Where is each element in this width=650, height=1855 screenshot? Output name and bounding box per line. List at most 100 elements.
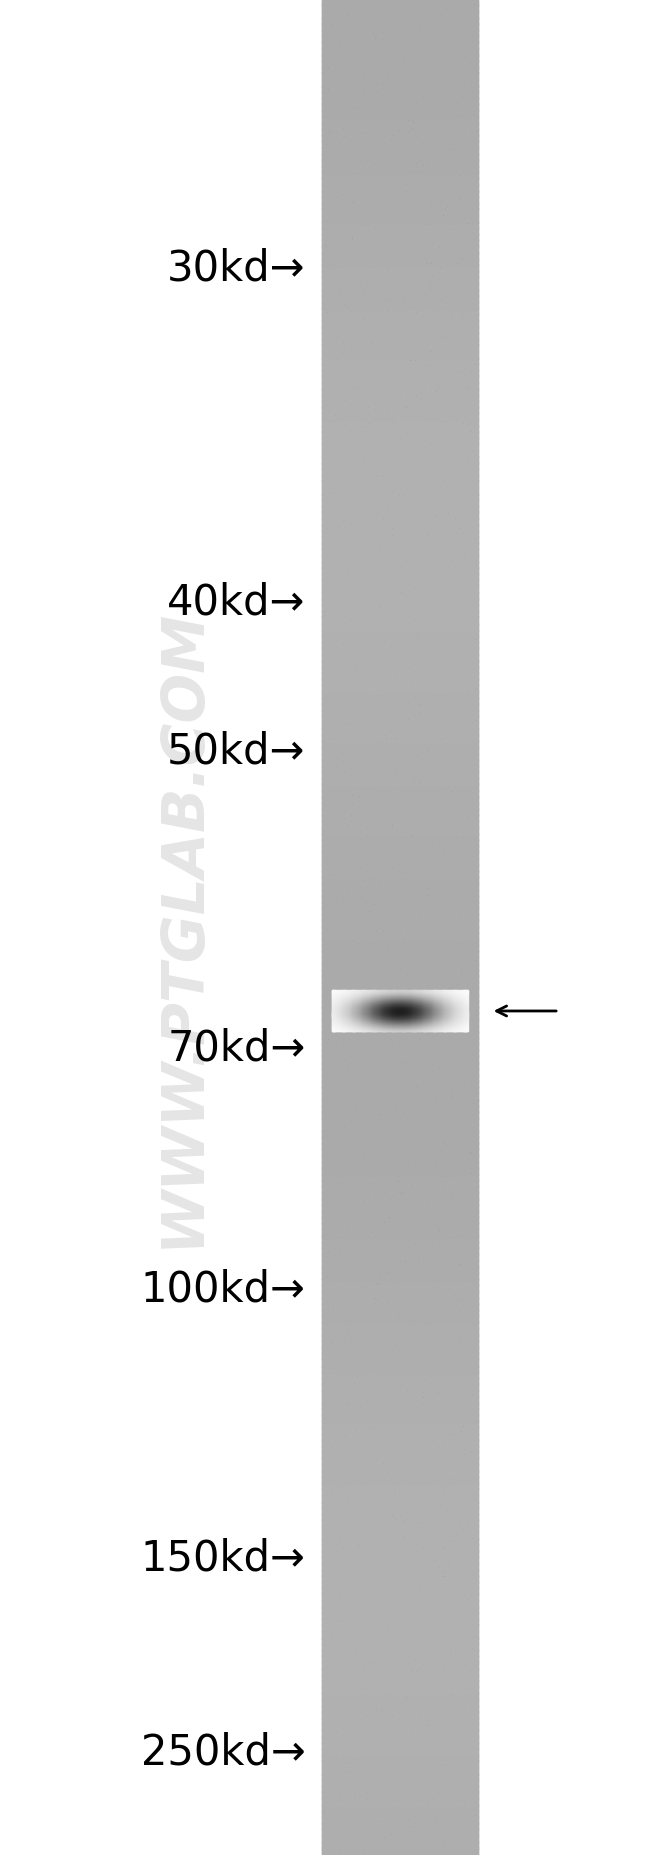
- Bar: [322, 560, 478, 569]
- Bar: [322, 1080, 478, 1089]
- Bar: [322, 1228, 478, 1237]
- Bar: [322, 85, 478, 93]
- Bar: [322, 542, 478, 551]
- Bar: [322, 1488, 478, 1497]
- Bar: [322, 467, 478, 477]
- Bar: [322, 1810, 478, 1818]
- Bar: [322, 1284, 478, 1293]
- Bar: [322, 1414, 478, 1423]
- Bar: [322, 1779, 478, 1786]
- Bar: [322, 716, 478, 723]
- Bar: [322, 1755, 478, 1762]
- Bar: [322, 1154, 478, 1163]
- Bar: [322, 356, 478, 365]
- Bar: [322, 1402, 478, 1410]
- Bar: [322, 1686, 478, 1694]
- Bar: [322, 332, 478, 339]
- Bar: [322, 1822, 478, 1831]
- Bar: [322, 221, 478, 228]
- Bar: [322, 907, 478, 915]
- Bar: [322, 1458, 478, 1465]
- Bar: [322, 364, 478, 371]
- Bar: [322, 271, 478, 278]
- Bar: [322, 197, 478, 204]
- Bar: [322, 1556, 478, 1564]
- Bar: [322, 1111, 478, 1119]
- Bar: [322, 1692, 478, 1701]
- Bar: [322, 642, 478, 649]
- Text: 250kd→: 250kd→: [141, 1733, 306, 1773]
- Bar: [322, 1167, 478, 1174]
- Bar: [322, 1773, 478, 1781]
- Bar: [322, 883, 478, 890]
- Bar: [322, 1760, 478, 1768]
- Bar: [322, 1371, 478, 1378]
- Bar: [322, 1718, 478, 1725]
- Bar: [322, 4, 478, 13]
- Bar: [322, 1185, 478, 1193]
- Bar: [322, 91, 478, 98]
- Bar: [322, 1551, 478, 1558]
- Bar: [322, 67, 478, 74]
- Bar: [322, 96, 478, 106]
- Bar: [322, 480, 478, 488]
- Bar: [322, 449, 478, 458]
- Bar: [322, 375, 478, 384]
- Bar: [322, 592, 478, 599]
- Bar: [322, 301, 478, 310]
- Bar: [322, 1376, 478, 1386]
- Bar: [322, 295, 478, 302]
- Bar: [322, 987, 478, 996]
- Bar: [322, 215, 478, 223]
- Bar: [322, 1013, 478, 1020]
- Bar: [322, 245, 478, 254]
- Bar: [322, 178, 478, 186]
- Bar: [322, 345, 478, 352]
- Bar: [322, 234, 478, 241]
- Bar: [322, 505, 478, 514]
- Bar: [322, 1662, 478, 1670]
- Bar: [322, 1235, 478, 1243]
- Bar: [322, 1681, 478, 1688]
- Bar: [322, 30, 478, 37]
- Bar: [322, 790, 478, 798]
- Bar: [322, 393, 478, 403]
- Bar: [322, 1384, 478, 1391]
- Bar: [322, 846, 478, 853]
- Bar: [322, 252, 478, 260]
- Bar: [322, 1636, 478, 1645]
- Bar: [322, 536, 478, 544]
- Bar: [322, 1265, 478, 1274]
- Bar: [322, 1135, 478, 1145]
- Bar: [322, 666, 478, 673]
- Bar: [322, 1644, 478, 1651]
- Bar: [322, 1729, 478, 1738]
- Bar: [322, 1736, 478, 1744]
- Bar: [322, 1618, 478, 1627]
- Bar: [322, 697, 478, 705]
- Bar: [322, 1599, 478, 1608]
- Bar: [322, 141, 478, 148]
- Bar: [322, 1334, 478, 1341]
- Bar: [322, 931, 478, 940]
- Bar: [322, 1519, 478, 1527]
- Bar: [322, 876, 478, 885]
- Bar: [322, 833, 478, 840]
- Bar: [322, 11, 478, 19]
- Bar: [322, 1315, 478, 1323]
- Bar: [322, 1464, 478, 1471]
- Bar: [322, 1766, 478, 1775]
- Bar: [322, 1742, 478, 1749]
- Bar: [322, 1130, 478, 1137]
- Bar: [322, 1000, 478, 1007]
- Bar: [322, 1117, 478, 1126]
- Bar: [322, 870, 478, 877]
- Bar: [322, 319, 478, 328]
- Bar: [322, 1655, 478, 1664]
- Bar: [322, 957, 478, 965]
- Bar: [322, 1106, 478, 1113]
- Bar: [322, 1649, 478, 1657]
- Bar: [322, 438, 478, 445]
- Bar: [322, 308, 478, 315]
- Bar: [322, 1495, 478, 1503]
